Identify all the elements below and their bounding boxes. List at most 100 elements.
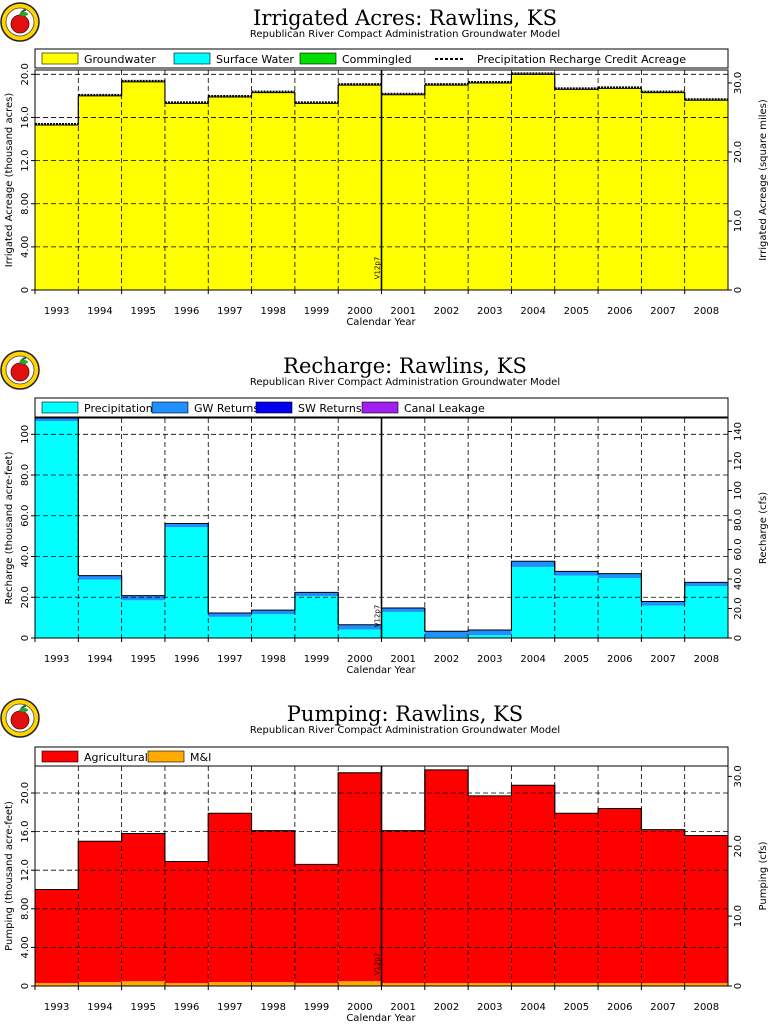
xtick-label: 2005 — [564, 654, 589, 665]
xtick-label: 1994 — [87, 654, 112, 665]
ytick-label: 20.0 — [20, 782, 31, 804]
bar-groundwater — [208, 96, 252, 290]
bar-groundwater — [294, 103, 339, 291]
legend-label: Precipitation — [84, 402, 153, 415]
legend-label: Agricultural — [84, 751, 148, 764]
bar-m-i — [164, 983, 209, 986]
bar-precipitation — [78, 579, 122, 638]
ytick-label: 40.0 — [20, 545, 31, 567]
bar-gw-returns — [208, 612, 252, 617]
xtick-label: 2003 — [477, 306, 502, 317]
y-axis-label: Recharge (thousand acre-feet) — [4, 451, 15, 604]
xtick-label: 1998 — [260, 306, 285, 317]
xtick-label: 2002 — [434, 306, 459, 317]
bar-agricultural — [35, 889, 79, 984]
bar-gw-returns — [641, 601, 685, 606]
bar-groundwater — [35, 125, 79, 290]
bar-gw-returns — [164, 523, 209, 528]
legend-swatch — [299, 52, 337, 65]
bar-m-i — [35, 983, 79, 986]
legend-swatch — [41, 401, 79, 414]
xtick-label: 2002 — [434, 1002, 459, 1013]
bar-agricultural — [208, 813, 252, 983]
bar-precipitation — [511, 566, 555, 638]
xtick-label: 1997 — [217, 1002, 242, 1013]
bar-gw-returns — [251, 610, 295, 615]
bar-gw-returns — [121, 595, 165, 601]
y2tick-label: 20.0 — [733, 597, 744, 619]
bar-groundwater — [121, 81, 165, 290]
legend-box — [34, 746, 729, 767]
bar-agricultural — [294, 864, 339, 984]
bar-agricultural — [511, 785, 555, 984]
bar-precipitation — [424, 636, 469, 638]
xtick-label: 1993 — [44, 654, 69, 665]
bar-groundwater — [641, 92, 685, 290]
ytick-label: 0 — [20, 983, 31, 989]
xtick-label: 2007 — [650, 654, 675, 665]
bar-groundwater — [251, 92, 295, 290]
bar-agricultural — [468, 795, 512, 984]
xtick-label: 1996 — [174, 654, 199, 665]
legend-label: Precipitation Recharge Credit Acreage — [477, 53, 686, 66]
logo-icon — [0, 350, 40, 390]
bar-precipitation — [381, 611, 425, 638]
credit-line — [35, 72, 728, 125]
y2tick-label: 0 — [733, 983, 744, 989]
bar-groundwater — [598, 88, 642, 290]
bar-gw-returns — [78, 575, 122, 580]
bar-agricultural — [164, 861, 209, 984]
xtick-label: 2007 — [650, 306, 675, 317]
ytick-label: 12.0 — [20, 859, 31, 881]
bar-m-i — [554, 983, 599, 986]
legend-label: GW Returns — [194, 402, 259, 415]
bar-m-i — [208, 982, 252, 986]
bar-m-i — [251, 982, 295, 986]
xtick-label: 1994 — [87, 1002, 112, 1013]
bar-precipitation — [338, 629, 382, 638]
bar-groundwater — [338, 85, 382, 290]
y2tick-label: 20.0 — [733, 141, 744, 163]
bar-precipitation — [294, 596, 339, 638]
bar-m-i — [338, 981, 382, 986]
y-axis-label: Irrigated Acreage (thousand acres) — [4, 93, 15, 268]
xtick-label: 2008 — [694, 654, 719, 665]
legend-label: SW Returns — [298, 402, 362, 415]
xtick-label: 2000 — [347, 306, 372, 317]
y2-axis-label: Recharge (cfs) — [758, 492, 768, 564]
bar-gw-returns — [338, 624, 382, 630]
bar-gw-returns — [35, 418, 79, 422]
bar-gw-returns — [554, 571, 599, 576]
bar-m-i — [598, 983, 642, 986]
bar-agricultural — [381, 830, 425, 984]
bar-precipitation — [554, 575, 599, 638]
bar-m-i — [381, 983, 425, 986]
bar-groundwater — [424, 85, 469, 290]
ytick-label: 16.0 — [20, 106, 31, 128]
xtick-label: 1998 — [260, 654, 285, 665]
y2tick-label: 30.0 — [733, 72, 744, 94]
y2tick-label: 10.0 — [733, 905, 744, 927]
y2tick-label: 20.0 — [733, 835, 744, 857]
xtick-label: 2008 — [694, 1002, 719, 1013]
x-axis-label: Calendar Year — [346, 665, 416, 676]
y2tick-label: 140 — [733, 422, 744, 441]
xtick-label: 1998 — [260, 1002, 285, 1013]
xtick-label: 2008 — [694, 306, 719, 317]
chart-title: Recharge: Rawlins, KS — [283, 354, 527, 378]
xtick-label: 1995 — [131, 306, 156, 317]
xtick-label: 2006 — [607, 1002, 632, 1013]
ytick-label: 0 — [20, 635, 31, 641]
xtick-label: 2001 — [390, 654, 415, 665]
bar-m-i — [121, 981, 165, 986]
xtick-label: 2004 — [520, 1002, 545, 1013]
xtick-label: 1996 — [174, 1002, 199, 1013]
xtick-label: 2001 — [390, 306, 415, 317]
y2tick-label: 40.0 — [733, 568, 744, 590]
bar-gw-returns — [598, 573, 642, 579]
bar-precipitation — [598, 578, 642, 638]
xtick-label: 1993 — [44, 1002, 69, 1013]
xtick-label: 1995 — [131, 1002, 156, 1013]
